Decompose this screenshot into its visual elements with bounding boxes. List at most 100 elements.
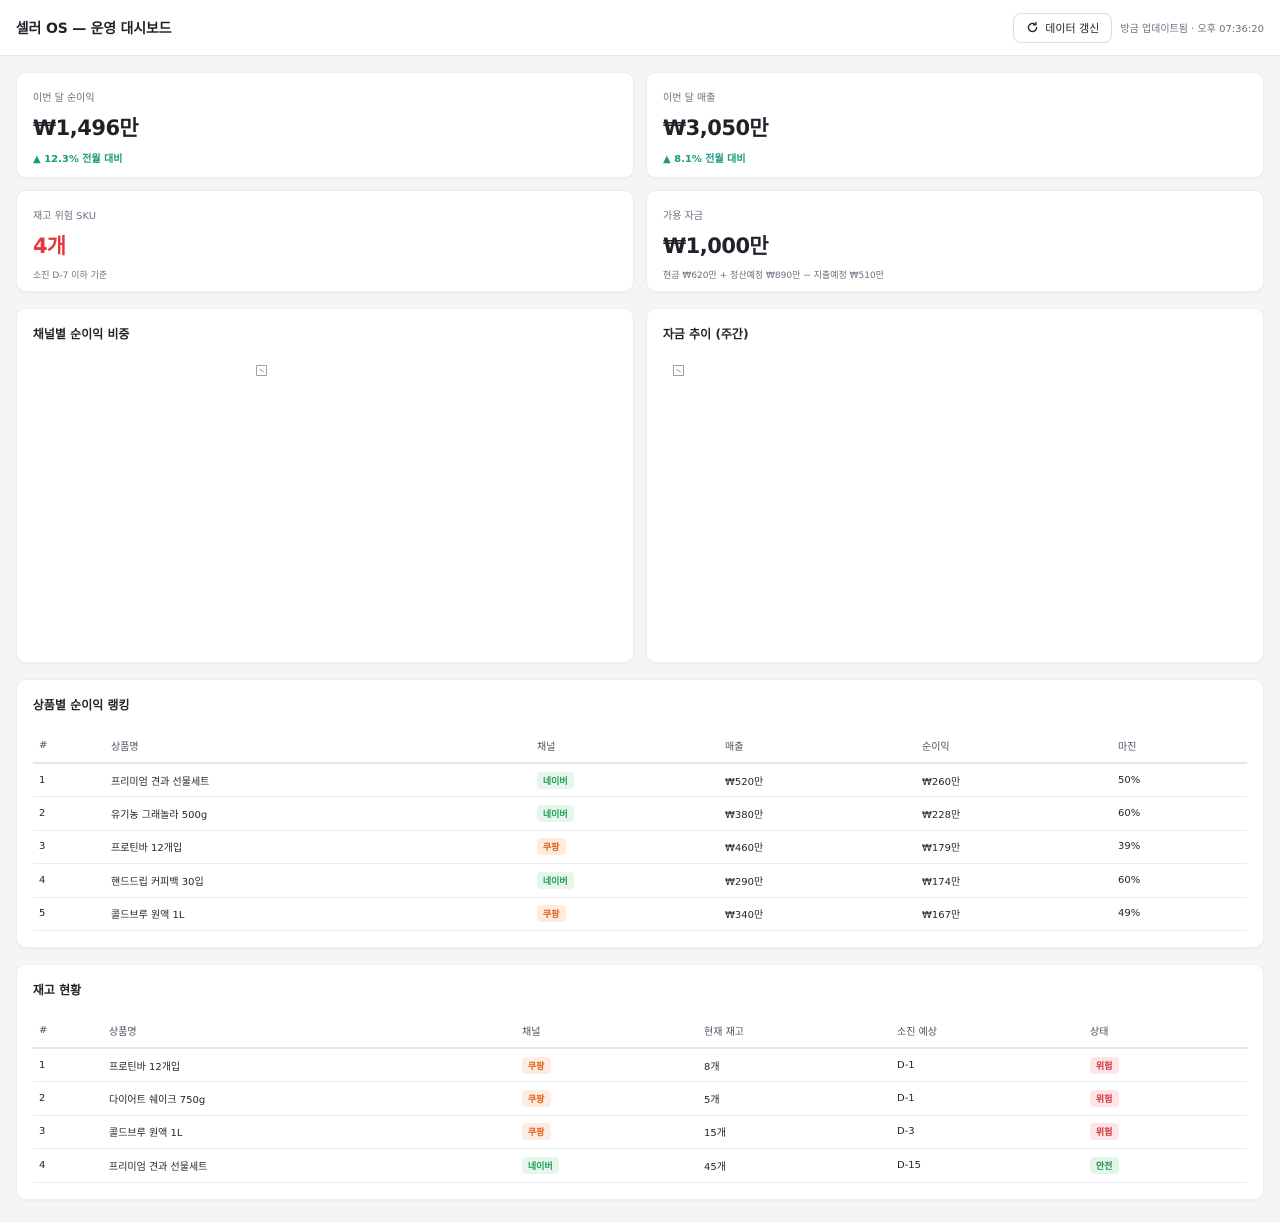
kpi-value: ₩1,496만 xyxy=(33,116,139,140)
app-title: 셀러 OS — 운영 대시보드 xyxy=(16,20,172,37)
kpi-card-risk-sku: 재고 위험 SKU 4개 소진 D-7 이하 기준 xyxy=(16,190,634,292)
table-header-row: # 상품명 채널 매출 순이익 마진 xyxy=(33,729,1247,764)
channel-cell: 쿠팡 xyxy=(516,1048,698,1082)
rank-cell: 3 xyxy=(33,830,105,864)
channel-badge: 쿠팡 xyxy=(537,905,566,923)
kpi-card-revenue: 이번 달 매출 ₩3,050만 ▲ 8.1% 전월 대비 xyxy=(646,72,1264,178)
section-title: 상품별 순이익 랭킹 xyxy=(33,698,130,712)
table-row[interactable]: 4 프리미엄 견과 선물세트 네이버 45개 D-15 안전 xyxy=(33,1148,1247,1183)
margin-cell: 60% xyxy=(1112,796,1247,831)
depletion-cell: D-15 xyxy=(891,1148,1084,1183)
table-row[interactable]: 1 프리미엄 견과 선물세트 네이버 ₩520만 ₩260만 50% xyxy=(33,763,1247,797)
kpi-label: 재고 위험 SKU xyxy=(33,211,97,222)
channel-badge: 쿠팡 xyxy=(522,1056,551,1074)
ranking-table: # 상품명 채널 매출 순이익 마진 1 프리미엄 견과 선물세트 네이버 ₩5… xyxy=(33,729,1247,931)
channel-cell: 쿠팡 xyxy=(531,830,719,864)
column-header[interactable]: 상품명 xyxy=(105,729,531,764)
status-cell: 위험 xyxy=(1084,1081,1247,1116)
table-header-row: # 상품명 채널 현재 재고 소진 예상 상태 xyxy=(33,1014,1247,1049)
status-badge: 위험 xyxy=(1090,1056,1119,1074)
top-bar: 셀러 OS — 운영 대시보드 데이터 갱신 방금 업데이트됨 · 오후 07:… xyxy=(0,0,1280,56)
refresh-button-label: 데이터 갱신 xyxy=(1045,21,1100,35)
channel-badge: 쿠팡 xyxy=(522,1123,551,1141)
product-name-cell: 다이어트 쉐이크 750g xyxy=(103,1081,516,1116)
kpi-delta: ▲ 12.3% 전월 대비 xyxy=(33,154,123,165)
chart-title: 채널별 순이익 비중 xyxy=(33,327,130,341)
table-row[interactable]: 3 콜드브루 원액 1L 쿠팡 15개 D-3 위험 xyxy=(33,1115,1247,1149)
rank-cell: 2 xyxy=(33,796,105,831)
column-header[interactable]: # xyxy=(33,1014,103,1049)
product-profit-ranking-card: 상품별 순이익 랭킹 # 상품명 채널 매출 순이익 마진 1 프리미엄 견과 … xyxy=(16,679,1264,948)
revenue-cell: ₩460만 xyxy=(719,830,916,864)
rank-cell: 1 xyxy=(33,763,105,797)
margin-cell: 39% xyxy=(1112,830,1247,864)
channel-cell: 쿠팡 xyxy=(516,1081,698,1116)
kpi-card-net-profit: 이번 달 순이익 ₩1,496만 ▲ 12.3% 전월 대비 xyxy=(16,72,634,178)
column-header[interactable]: 소진 예상 xyxy=(891,1014,1084,1049)
margin-cell: 60% xyxy=(1112,863,1247,898)
channel-badge: 쿠팡 xyxy=(537,838,566,856)
profit-cell: ₩260만 xyxy=(916,763,1112,797)
column-header[interactable]: # xyxy=(33,729,105,764)
channel-cell: 쿠팡 xyxy=(531,897,719,931)
channel-cell: 쿠팡 xyxy=(516,1115,698,1149)
profit-cell: ₩228만 xyxy=(916,796,1112,831)
column-header[interactable]: 채널 xyxy=(516,1014,698,1049)
table-row[interactable]: 2 다이어트 쉐이크 750g 쿠팡 5개 D-1 위험 xyxy=(33,1081,1247,1116)
refresh-data-button[interactable]: 데이터 갱신 xyxy=(1013,12,1113,43)
main-content: 이번 달 순이익 ₩1,496만 ▲ 12.3% 전월 대비 이번 달 매출 ₩… xyxy=(0,56,1280,1216)
column-header[interactable]: 매출 xyxy=(719,729,916,764)
revenue-cell: ₩380만 xyxy=(719,796,916,831)
stock-cell: 8개 xyxy=(698,1048,891,1082)
charts-grid: 채널별 순이익 비중 자금 추이 (주간) xyxy=(16,308,1264,663)
status-cell: 안전 xyxy=(1084,1148,1247,1183)
kpi-label: 이번 달 순이익 xyxy=(33,93,95,104)
column-header[interactable]: 현재 재고 xyxy=(698,1014,891,1049)
column-header[interactable]: 상품명 xyxy=(103,1014,516,1049)
column-header[interactable]: 상태 xyxy=(1084,1014,1247,1049)
kpi-label: 이번 달 매출 xyxy=(663,93,716,104)
rank-cell: 1 xyxy=(33,1048,103,1082)
column-header[interactable]: 채널 xyxy=(531,729,719,764)
column-header[interactable]: 순이익 xyxy=(916,729,1112,764)
kpi-value: 4개 xyxy=(33,234,66,258)
section-title: 재고 현황 xyxy=(33,983,82,997)
status-badge: 위험 xyxy=(1090,1123,1119,1141)
channel-badge: 네이버 xyxy=(537,804,574,822)
status-badge: 안전 xyxy=(1090,1156,1119,1174)
table-row[interactable]: 1 프로틴바 12개입 쿠팡 8개 D-1 위험 xyxy=(33,1048,1247,1082)
revenue-cell: ₩290만 xyxy=(719,863,916,898)
channel-badge: 네이버 xyxy=(537,871,574,889)
funds-trend-card: 자금 추이 (주간) xyxy=(646,308,1264,663)
refresh-icon xyxy=(1028,21,1038,33)
kpi-delta: ▲ 8.1% 전월 대비 xyxy=(663,154,746,165)
kpi-value: ₩1,000만 xyxy=(663,234,769,258)
top-actions: 데이터 갱신 방금 업데이트됨 · 오후 07:36:20 xyxy=(1013,12,1264,43)
product-name-cell: 프로틴바 12개입 xyxy=(105,830,531,864)
inventory-status-card: 재고 현황 # 상품명 채널 현재 재고 소진 예상 상태 1 프로틴바 12개… xyxy=(16,964,1264,1200)
table-row[interactable]: 3 프로틴바 12개입 쿠팡 ₩460만 ₩179만 39% xyxy=(33,830,1247,864)
column-header[interactable]: 마진 xyxy=(1112,729,1247,764)
channel-cell: 네이버 xyxy=(516,1148,698,1183)
channel-cell: 네이버 xyxy=(531,763,719,797)
table-row[interactable]: 4 핸드드립 커피백 30입 네이버 ₩290만 ₩174만 60% xyxy=(33,863,1247,898)
margin-cell: 49% xyxy=(1112,897,1247,931)
table-row[interactable]: 2 유기농 그래놀라 500g 네이버 ₩380만 ₩228만 60% xyxy=(33,796,1247,831)
table-row[interactable]: 5 콜드브루 원액 1L 쿠팡 ₩340만 ₩167만 49% xyxy=(33,897,1247,931)
rank-cell: 2 xyxy=(33,1081,103,1116)
stock-cell: 45개 xyxy=(698,1148,891,1183)
product-name-cell: 핸드드립 커피백 30입 xyxy=(105,863,531,898)
broken-image-icon xyxy=(673,365,684,376)
status-badge: 위험 xyxy=(1090,1089,1119,1107)
product-name-cell: 유기농 그래놀라 500g xyxy=(105,796,531,831)
depletion-cell: D-1 xyxy=(891,1048,1084,1082)
stock-cell: 5개 xyxy=(698,1081,891,1116)
broken-image-icon xyxy=(256,365,267,376)
rank-cell: 3 xyxy=(33,1115,103,1149)
kpi-label: 가용 자금 xyxy=(663,211,703,222)
kpi-subtext: 현금 ₩620만 + 정산예정 ₩890만 − 지출예정 ₩510만 xyxy=(663,271,884,281)
rank-cell: 5 xyxy=(33,897,105,931)
channel-badge: 네이버 xyxy=(522,1156,559,1174)
revenue-cell: ₩520만 xyxy=(719,763,916,797)
channel-badge: 쿠팡 xyxy=(522,1089,551,1107)
